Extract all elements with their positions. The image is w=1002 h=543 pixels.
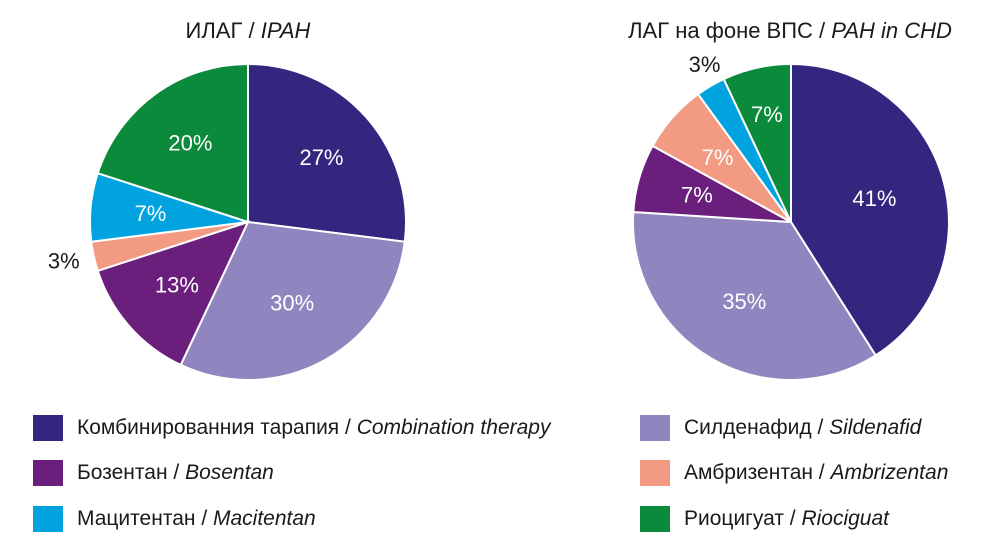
legend-label-en: Ambrizentan [824,461,949,484]
pie-slice-riociguat [722,62,792,223]
legend-swatch-combination [33,415,63,441]
pie-charts: 27% 30% 13% 3% 7% 20% 41% 35% 7% 7% 3% 7% [48,52,950,381]
legend-label-ru: Силденафид / [684,416,824,439]
legend-label-ru: Мацитентан / [77,507,208,530]
data-label-riociguat: 7% [751,102,783,127]
legend-swatch-sildenafil [640,415,670,441]
legend-swatch-bosentan [33,460,63,486]
title-ru: ИЛАГ [185,18,243,43]
data-label-sildenafil: 35% [722,289,766,314]
legend-swatch-riociguat [640,506,670,532]
legend-label-en: Sildenafid [823,416,922,439]
data-label-riociguat: 20% [168,131,212,156]
legend: Комбинированния тарапия / Combination th… [0,405,1002,543]
chart-title-ipah: ИЛАГ / IPAH [185,18,311,43]
legend-label-en: Combination therapy [350,416,551,439]
pie-slice-sildenafil [179,220,406,381]
pie-slice-combination [247,62,407,243]
legend-label-en: Macitentan [207,507,316,530]
data-label-ambrisentan: 3% [48,248,80,273]
title-ru: ЛАГ на фоне ВПС [628,18,813,43]
data-label-bosentan: 7% [681,183,713,208]
legend-label-en: Riociguat [795,507,889,530]
pie-slice-riociguat [96,62,249,224]
data-label-sildenafil: 30% [270,290,314,315]
data-label-combination: 27% [299,145,343,170]
data-label-ambrisentan: 7% [702,145,734,170]
data-label-macitentan: 3% [689,52,721,77]
pie-slice-sildenafil [632,211,878,381]
title-en: PAH in CHD [831,18,952,43]
legend-item-ambrisentan: Амбризентан / Ambrizentan [640,460,948,486]
legend-label-ru: Амбризентан / [684,461,825,484]
title-en: IPAH [260,18,311,43]
legend-item-sildenafil: Силденафид / Sildenafid [640,415,921,441]
legend-swatch-ambrisentan [640,460,670,486]
data-label-macitentan: 7% [135,201,167,226]
pie-slice-bosentan [96,220,250,367]
legend-label-en: Bosentan [179,461,274,484]
data-label-combination: 41% [852,186,896,211]
legend-label-ru: Комбинированния тарапия / [77,416,351,439]
legend-item-riociguat: Риоцигуат / Riociguat [640,506,889,532]
legend-item-bosentan: Бозентан / Bosentan [33,460,274,486]
legend-swatch-macitentan [33,506,63,532]
legend-label-ru: Риоцигуат / [684,507,796,530]
data-label-bosentan: 13% [155,273,199,298]
chart-title-pah-chd: ЛАГ на фоне ВПС / PAH in CHD [628,18,952,43]
legend-label-ru: Бозентан / [77,461,180,484]
legend-item-combination: Комбинированния тарапия / Combination th… [33,415,550,441]
legend-item-macitentan: Мацитентан / Macitentan [33,506,316,532]
